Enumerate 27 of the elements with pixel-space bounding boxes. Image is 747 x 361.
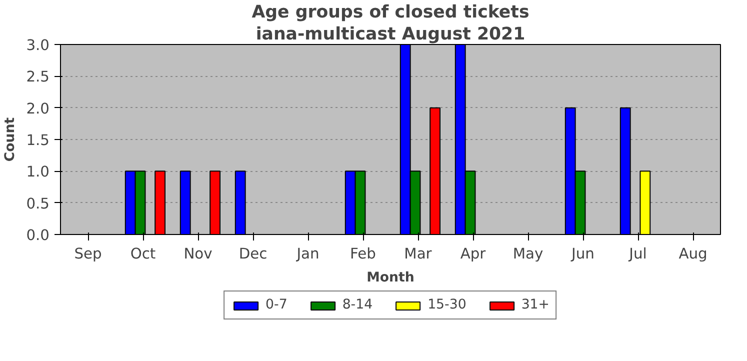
chart-subtitle: iana-multicast August 2021 [256, 24, 526, 44]
x-tick-label: Mar [404, 246, 433, 262]
x-tick-label: Apr [460, 246, 487, 262]
y-tick-label: 3.0 [26, 37, 50, 54]
x-tick-label: Feb [350, 246, 376, 262]
x-tick-label: Sep [74, 246, 102, 262]
chart-title: Age groups of closed tickets [252, 2, 530, 22]
x-tick-label: Jun [570, 246, 594, 262]
legend-label: 31+ [521, 298, 550, 312]
x-tick-label: Jul [628, 246, 647, 262]
x-axis-title: Month [366, 270, 414, 286]
x-tick-label: Jan [296, 246, 320, 262]
legend-label: 8-14 [342, 298, 373, 312]
y-axis-title: Count [3, 116, 18, 162]
legend-label: 15-30 [428, 298, 466, 312]
y-tick-label: 2.5 [26, 68, 50, 86]
x-tick-label: Aug [678, 246, 708, 262]
legend-label: 0-7 [266, 298, 288, 312]
y-tick-label: 1.0 [26, 164, 50, 181]
x-tick-label: Dec [238, 246, 268, 262]
y-tick-label: 2.0 [26, 100, 50, 118]
x-tick-label: Oct [130, 246, 156, 262]
x-tick-label: Nov [184, 246, 213, 262]
x-tick-label: May [512, 246, 544, 262]
y-tick-label: 1.5 [26, 132, 50, 149]
y-tick-label: 0.0 [26, 227, 50, 244]
y-tick-label: 0.5 [26, 195, 50, 212]
